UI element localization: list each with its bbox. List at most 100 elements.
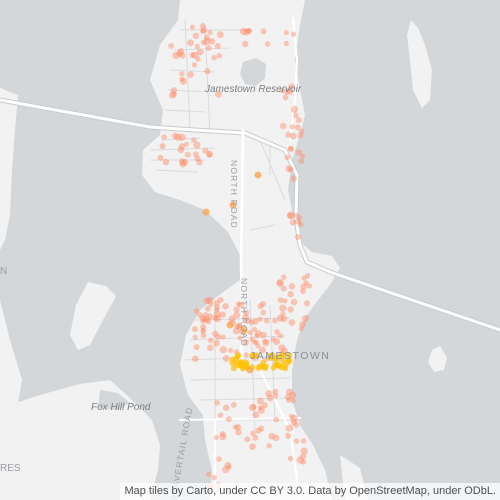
density-point [294, 217, 302, 225]
density-point [237, 335, 243, 341]
density-point [233, 358, 239, 365]
density-point [168, 42, 175, 49]
density-point [207, 313, 214, 320]
edge-label-res: RES [0, 463, 21, 474]
density-point [294, 124, 301, 131]
density-point [202, 312, 209, 319]
density-point [285, 432, 292, 439]
density-point [200, 332, 207, 339]
density-point [178, 143, 186, 150]
density-point [194, 43, 201, 50]
density-point [230, 401, 237, 408]
density-point [264, 41, 271, 47]
density-point [232, 327, 240, 335]
density-point [250, 430, 256, 437]
density-point [306, 283, 313, 289]
density-point [193, 344, 200, 351]
density-point [206, 152, 213, 158]
density-point [272, 355, 279, 362]
density-point [216, 456, 222, 462]
density-point [204, 34, 210, 41]
density-point [283, 40, 290, 47]
density-point [285, 165, 293, 173]
density-point [287, 290, 294, 298]
left-land-top [0, 88, 18, 250]
density-point [253, 352, 260, 359]
density-point [262, 339, 270, 347]
reservoir-label: Jamestown Reservoir [205, 84, 302, 95]
fox-hill-pond [98, 390, 130, 410]
north-road-label-lower: NORTH ROAD [239, 278, 249, 347]
dutch-island [70, 282, 116, 350]
density-point [170, 87, 178, 94]
density-point [254, 171, 262, 179]
density-point [260, 309, 267, 316]
density-point [228, 347, 234, 354]
density-point [283, 88, 291, 95]
density-point [290, 175, 297, 182]
density-point [214, 304, 220, 311]
density-point [194, 155, 201, 162]
density-point [192, 334, 198, 340]
density-point [272, 434, 280, 442]
density-point [217, 296, 224, 304]
density-point [249, 443, 256, 450]
density-point [192, 151, 199, 158]
density-point [280, 274, 287, 280]
density-point [287, 455, 294, 462]
density-point [288, 319, 296, 326]
density-point [291, 31, 297, 37]
density-point [259, 331, 267, 339]
density-point [200, 327, 206, 333]
density-point [298, 128, 305, 135]
density-point [297, 132, 304, 139]
density-point [272, 388, 279, 395]
density-point [287, 212, 294, 220]
density-point [159, 143, 166, 150]
density-point [293, 421, 300, 428]
density-point [260, 301, 267, 307]
density-point [287, 166, 294, 173]
density-point [272, 317, 278, 324]
density-point [242, 309, 250, 317]
density-point [177, 146, 185, 154]
density-point [191, 62, 198, 68]
density-point [289, 219, 297, 226]
density-point [178, 133, 186, 141]
density-point [199, 315, 206, 322]
density-point [184, 151, 191, 158]
density-point [191, 51, 199, 59]
density-point [290, 398, 296, 404]
density-point [279, 87, 285, 94]
density-point [267, 354, 274, 361]
density-point [285, 131, 292, 138]
gould-island [407, 20, 432, 108]
density-point [233, 306, 240, 313]
density-point [281, 347, 288, 355]
density-point [282, 298, 288, 304]
density-point [191, 326, 199, 333]
density-point [217, 412, 224, 418]
density-point [279, 304, 287, 312]
density-point [219, 311, 226, 318]
density-point [295, 149, 303, 156]
density-point [252, 339, 258, 345]
density-point [243, 28, 251, 36]
density-point [200, 318, 206, 324]
density-point [262, 363, 269, 370]
density-point [281, 363, 288, 370]
density-point [288, 145, 294, 151]
density-point [212, 315, 219, 322]
density-point [280, 315, 288, 323]
density-point [202, 208, 210, 216]
density-point [211, 474, 217, 481]
density-point [179, 160, 187, 168]
density-point [172, 51, 180, 60]
density-point [199, 23, 206, 30]
density-point [214, 399, 220, 406]
density-point [205, 318, 212, 325]
density-point [200, 27, 208, 34]
density-point [304, 273, 311, 279]
density-point [282, 94, 289, 101]
